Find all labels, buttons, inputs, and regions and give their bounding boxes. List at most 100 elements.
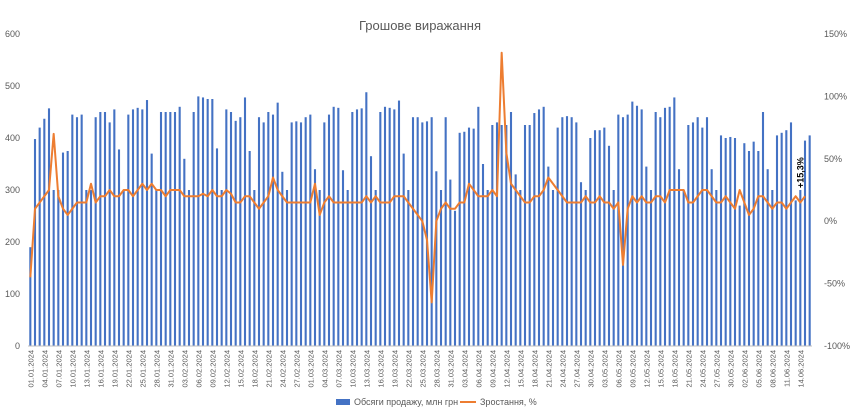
x-tick-label: 13.03.2024 bbox=[362, 350, 371, 388]
bar bbox=[687, 125, 690, 346]
x-tick-label: 14.06.2024 bbox=[796, 350, 805, 388]
bar bbox=[449, 179, 452, 346]
bar bbox=[673, 97, 676, 346]
x-tick-label: 04.01.2024 bbox=[40, 350, 49, 388]
x-tick-label: 03.05.2024 bbox=[600, 350, 609, 388]
chart-title: Грошове виражання bbox=[359, 18, 481, 33]
bar bbox=[75, 117, 79, 346]
bar bbox=[701, 127, 704, 346]
x-tick-label: 27.02.2024 bbox=[292, 350, 301, 388]
bar bbox=[374, 190, 377, 346]
bar bbox=[477, 106, 480, 346]
bar bbox=[85, 190, 88, 346]
bar bbox=[276, 102, 279, 346]
x-tick-label: 19.03.2024 bbox=[390, 350, 399, 388]
bar bbox=[589, 138, 592, 346]
bar bbox=[211, 99, 214, 346]
bar bbox=[89, 190, 93, 346]
bar bbox=[537, 109, 541, 347]
bar bbox=[313, 169, 317, 346]
bar bbox=[38, 127, 41, 346]
bar bbox=[421, 122, 424, 347]
bar bbox=[99, 112, 102, 346]
bar bbox=[257, 117, 261, 346]
bar bbox=[355, 109, 359, 347]
right-tick-label: -50% bbox=[824, 279, 845, 289]
x-tick-label: 06.04.2024 bbox=[474, 350, 483, 388]
bar bbox=[229, 112, 233, 346]
x-tick-label: 06.05.2024 bbox=[614, 350, 623, 388]
right-tick-label: 100% bbox=[824, 91, 847, 101]
bar bbox=[668, 106, 671, 346]
x-tick-label: 24.04.2024 bbox=[558, 350, 567, 388]
bar bbox=[603, 127, 606, 346]
bar bbox=[640, 109, 643, 347]
x-tick-label: 25.03.2024 bbox=[418, 350, 427, 388]
bar bbox=[435, 171, 438, 346]
bar bbox=[122, 190, 125, 346]
bar bbox=[285, 190, 289, 346]
bar bbox=[444, 117, 447, 346]
bar bbox=[80, 114, 83, 346]
bar bbox=[113, 109, 116, 347]
bar bbox=[351, 112, 354, 346]
bar bbox=[337, 107, 340, 346]
bar bbox=[243, 97, 247, 346]
bar bbox=[136, 107, 139, 346]
bar bbox=[505, 125, 508, 346]
x-tick-label: 18.02.2024 bbox=[250, 350, 259, 388]
bar bbox=[192, 112, 195, 346]
x-tick-label: 05.06.2024 bbox=[754, 350, 763, 388]
left-tick-label: 300 bbox=[5, 185, 20, 195]
bar bbox=[379, 112, 382, 346]
bar bbox=[416, 117, 419, 346]
bar bbox=[407, 190, 410, 346]
x-tick-label: 30.05.2024 bbox=[726, 350, 735, 388]
x-tick-label: 28.01.2024 bbox=[152, 350, 161, 388]
legend: Обсяги продажу, млн грн Зростання, % bbox=[336, 397, 537, 407]
legend-line-label: Зростання, % bbox=[480, 397, 537, 407]
bar bbox=[197, 96, 200, 347]
bar bbox=[206, 99, 209, 346]
x-tick-label: 16.01.2024 bbox=[96, 350, 105, 388]
bar bbox=[295, 121, 298, 346]
bar bbox=[33, 139, 37, 346]
annotation-label: +15,3% bbox=[795, 157, 805, 188]
bar-series bbox=[29, 92, 811, 347]
bar bbox=[309, 114, 312, 346]
bar bbox=[71, 114, 74, 346]
bar bbox=[491, 125, 494, 346]
x-tick-label: 15.05.2024 bbox=[656, 350, 665, 388]
x-tick-label: 01.03.2024 bbox=[306, 350, 315, 388]
bar bbox=[710, 169, 713, 346]
bar bbox=[705, 117, 709, 346]
x-tick-label: 24.02.2024 bbox=[278, 350, 287, 388]
bar bbox=[733, 138, 737, 346]
x-tick-label: 04.03.2024 bbox=[320, 350, 329, 388]
x-tick-label: 21.02.2024 bbox=[264, 350, 273, 388]
left-axis: 0 100 200 300 400 500 600 bbox=[5, 29, 20, 351]
bar bbox=[794, 200, 797, 346]
bar bbox=[495, 122, 499, 347]
x-tick-label: 21.05.2024 bbox=[684, 350, 693, 388]
bar bbox=[304, 117, 307, 346]
bar bbox=[234, 120, 237, 346]
bar bbox=[290, 122, 293, 347]
bar bbox=[803, 140, 807, 346]
x-tick-label: 11.06.2024 bbox=[782, 350, 791, 387]
bar bbox=[621, 117, 625, 346]
bar bbox=[271, 114, 275, 346]
x-tick-label: 30.04.2024 bbox=[586, 350, 595, 388]
bar bbox=[155, 190, 158, 346]
x-tick-label: 12.02.2024 bbox=[222, 350, 231, 388]
bar bbox=[458, 132, 461, 346]
bar bbox=[262, 122, 265, 347]
bar bbox=[183, 158, 186, 346]
bar bbox=[127, 114, 130, 346]
bar bbox=[785, 130, 788, 346]
bar bbox=[239, 117, 242, 346]
x-tick-label: 03.02.2024 bbox=[180, 350, 189, 388]
bar bbox=[514, 174, 517, 346]
x-tick-label: 22.01.2024 bbox=[124, 350, 133, 388]
